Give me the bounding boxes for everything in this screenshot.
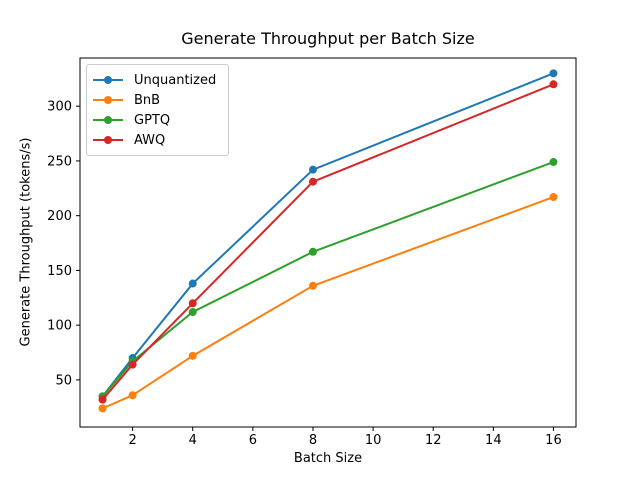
y-axis-label: Generate Throughput (tokens/s) <box>18 137 34 347</box>
x-tick-label: 16 <box>545 433 562 448</box>
data-point-bnb-4 <box>188 351 197 360</box>
data-point-awq-4 <box>188 299 197 308</box>
legend-label: GPTQ <box>134 112 171 128</box>
y-tick-label: 300 <box>47 100 72 115</box>
x-tick-label: 14 <box>485 433 502 448</box>
legend-dot <box>104 116 112 124</box>
y-tick-label: 100 <box>47 319 72 334</box>
legend-dot <box>104 136 112 144</box>
legend-line-marker-icon <box>93 136 123 144</box>
data-point-unquantized-4 <box>188 279 197 288</box>
legend-label: Unquantized <box>134 72 217 88</box>
data-point-gptq-8 <box>308 247 317 256</box>
legend-line-marker-icon <box>93 76 123 84</box>
data-point-awq-16 <box>549 80 558 89</box>
legend-item-unquantized: Unquantized <box>92 70 216 90</box>
legend-line-marker-icon <box>93 96 123 104</box>
series-bnb <box>98 193 558 413</box>
x-axis-label: Batch Size <box>293 451 363 466</box>
x-tick-label: 4 <box>189 433 197 448</box>
x-tick-label: 12 <box>425 433 442 448</box>
legend-dot <box>104 96 112 104</box>
data-point-bnb-1 <box>98 404 107 413</box>
series-unquantized <box>98 69 558 401</box>
data-point-unquantized-16 <box>549 69 558 78</box>
data-point-bnb-16 <box>549 193 558 202</box>
legend-item-awq: AWQ <box>92 130 216 150</box>
legend-item-bnb: BnB <box>92 90 216 110</box>
x-tick-label: 8 <box>309 433 317 448</box>
data-point-unquantized-8 <box>308 165 317 174</box>
legend-line-marker-icon <box>93 116 123 124</box>
chart-title: Generate Throughput per Batch Size <box>181 29 475 48</box>
data-point-gptq-16 <box>549 158 558 167</box>
y-tick-label: 50 <box>55 373 72 388</box>
series-line-bnb <box>102 196 554 410</box>
data-point-awq-8 <box>308 177 317 186</box>
legend-label: AWQ <box>134 132 166 148</box>
y-tick-label: 200 <box>47 209 72 224</box>
x-tick-label: 6 <box>249 433 257 448</box>
x-tick-label: 2 <box>128 433 136 448</box>
data-point-bnb-8 <box>308 281 317 290</box>
data-point-awq-2 <box>128 360 137 369</box>
series-awq <box>98 80 558 404</box>
data-point-gptq-4 <box>188 308 197 317</box>
data-point-awq-1 <box>98 395 107 404</box>
legend-item-gptq: GPTQ <box>92 110 216 130</box>
legend: Unquantized BnB GPTQ AWQ <box>86 64 230 156</box>
data-point-bnb-2 <box>128 391 137 400</box>
x-tick-label: 10 <box>365 433 382 448</box>
legend-label: BnB <box>134 92 161 108</box>
y-tick-label: 150 <box>47 264 72 279</box>
legend-dot <box>104 76 112 84</box>
plot-border <box>79 57 577 428</box>
y-tick-label: 250 <box>47 154 72 169</box>
